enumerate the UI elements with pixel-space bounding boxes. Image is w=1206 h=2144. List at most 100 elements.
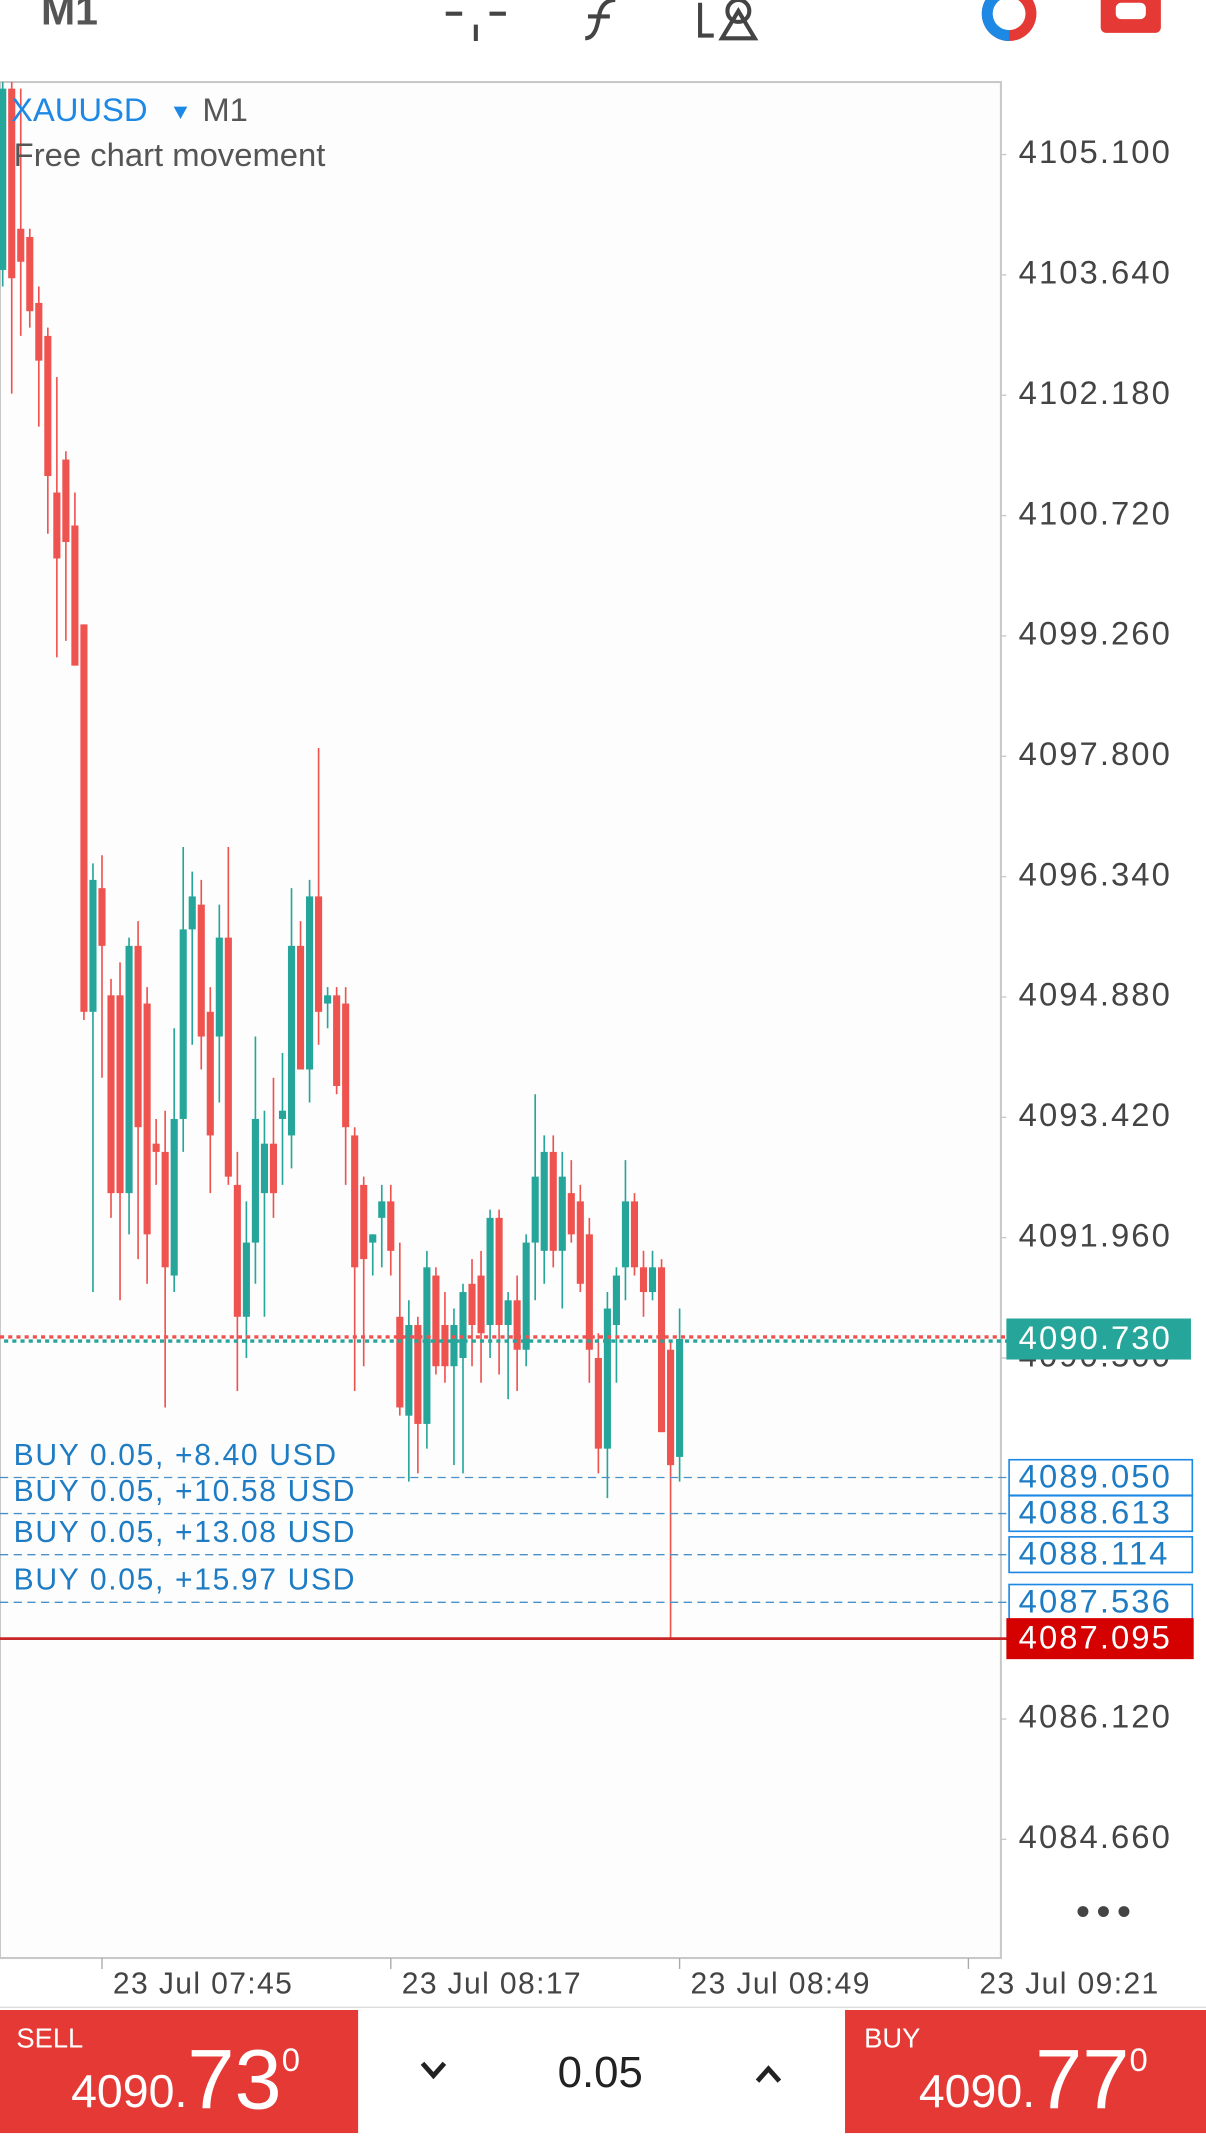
candle-body	[134, 945, 142, 1128]
candle-body	[585, 1234, 593, 1350]
candle-body	[197, 904, 205, 1037]
candle-body	[667, 1349, 675, 1466]
timeframe-button[interactable]: M1	[41, 0, 98, 34]
volume-increase[interactable]	[755, 2065, 782, 2083]
volume-decrease[interactable]	[420, 2061, 447, 2080]
order-price-box	[1008, 1494, 1194, 1533]
low-line-label: 4087.095	[1019, 1619, 1172, 1656]
candle-body	[107, 995, 115, 1194]
order-price-label: 4087.536	[1019, 1582, 1172, 1619]
candle-body	[468, 1283, 476, 1326]
y-axis: 4105.100 4103.640 4102.180 4100.720 4099.260…	[1000, 133, 1172, 1855]
volume[interactable]: 0.05	[558, 2048, 643, 2097]
chart-timeframe: M1	[202, 91, 248, 128]
order-price-box	[1008, 1536, 1194, 1574]
candle-body	[260, 1143, 268, 1194]
objects-icon[interactable]	[698, 0, 759, 41]
price-label: 4090.730	[1019, 1319, 1172, 1356]
candle-body	[342, 1003, 350, 1128]
candle-body	[98, 888, 106, 946]
order-price-label: 4089.050	[1019, 1458, 1172, 1495]
candle-body	[17, 228, 25, 262]
candle-body	[125, 945, 133, 1194]
y-tick-label: 4097.800	[1019, 735, 1172, 772]
y-tick-label: 4086.120	[1019, 1698, 1172, 1735]
symbol[interactable]: XAUUSD	[11, 91, 148, 128]
buy-price-pips: 77	[1035, 2032, 1129, 2127]
candle-body	[351, 1135, 359, 1268]
x-tick-label: 23 Jul 07:45	[113, 1967, 293, 2000]
trade-icon[interactable]	[1100, 0, 1161, 33]
y-tick-label: 4099.260	[1019, 615, 1172, 652]
plot-area[interactable]	[0, 81, 1002, 1960]
order-text: BUY 0.05, +13.08 USD	[14, 1516, 356, 1549]
candle-body	[576, 1201, 584, 1284]
candle-body	[387, 1201, 395, 1251]
candle-body	[269, 1143, 278, 1194]
candle-body	[188, 896, 196, 930]
candle-body	[0, 88, 7, 270]
y-tick-label: 4091.960	[1019, 1216, 1172, 1253]
candle-body	[233, 1184, 241, 1317]
symbol-dropdown-icon[interactable]	[173, 106, 188, 119]
order-price-box	[1008, 1458, 1194, 1497]
buy-price-point: 0	[1129, 2041, 1147, 2078]
buy-label: BUY	[864, 2022, 920, 2053]
y-tick-label: 4103.640	[1019, 254, 1172, 291]
x-tick-label: 23 Jul 09:21	[979, 1967, 1159, 2000]
y-tick-label: 4094.880	[1019, 976, 1172, 1013]
candle-body	[630, 1201, 639, 1268]
sell-price-big: 4090.	[71, 2065, 187, 2117]
y-tick-label: 4102.180	[1019, 374, 1172, 411]
sell-price: 4090.730	[71, 2032, 300, 2127]
candle-body	[143, 1003, 151, 1235]
candle-body	[89, 879, 97, 1012]
candle-body	[369, 1234, 377, 1243]
candle-body	[206, 1011, 214, 1136]
candle-body	[35, 302, 43, 361]
candle-body	[71, 525, 79, 666]
candle-body	[215, 937, 223, 1037]
candle-body	[378, 1201, 386, 1218]
order-price-label: 4088.114	[1019, 1535, 1170, 1572]
candle-body	[441, 1325, 449, 1367]
buy-price-big: 4090.	[919, 2065, 1035, 2117]
buy-button[interactable]	[845, 2010, 1206, 2134]
candle-body	[540, 1151, 548, 1251]
more-button[interactable]	[1077, 1906, 1130, 1918]
low-line-box	[1006, 1618, 1194, 1660]
y-tick-label: 4096.340	[1019, 855, 1172, 892]
x-tick-label: 23 Jul 08:49	[691, 1967, 871, 2000]
candle-body	[558, 1176, 566, 1251]
candle-body	[161, 1151, 169, 1268]
candle-body	[477, 1275, 485, 1334]
candle-body	[648, 1267, 657, 1293]
trade-bar: SELL 4090.730 0.05 BUY 4090.770	[0, 2010, 1206, 2134]
candle-body	[621, 1201, 630, 1268]
y-tick-label: 4100.720	[1019, 494, 1172, 531]
candle-body	[116, 995, 124, 1194]
crosshair-icon[interactable]	[445, 11, 506, 42]
candle-body	[287, 945, 296, 1136]
candle-body	[324, 995, 332, 1004]
chart-header: XAUUSD M1 Free chart movement	[11, 91, 325, 173]
order-price-label: 4088.613	[1019, 1494, 1172, 1531]
y-tick-label: 4105.100	[1019, 133, 1172, 170]
candle-body	[450, 1325, 458, 1367]
candles	[0, 82, 684, 1639]
candle-body	[567, 1193, 575, 1235]
candle-body	[315, 896, 323, 1012]
buy-price: 4090.770	[919, 2032, 1148, 2127]
candle-body	[504, 1300, 512, 1326]
order-price-box	[1008, 1583, 1194, 1621]
account-icon[interactable]	[981, 0, 1037, 42]
candle-body	[44, 335, 52, 477]
candle-body	[62, 459, 70, 542]
candle-body	[549, 1151, 557, 1251]
candle-body	[242, 1242, 250, 1317]
indicators-icon[interactable]	[584, 0, 616, 41]
sell-button[interactable]	[0, 2010, 359, 2134]
order-text: BUY 0.05, +10.58 USD	[14, 1475, 356, 1508]
sell-price-point: 0	[282, 2041, 300, 2078]
